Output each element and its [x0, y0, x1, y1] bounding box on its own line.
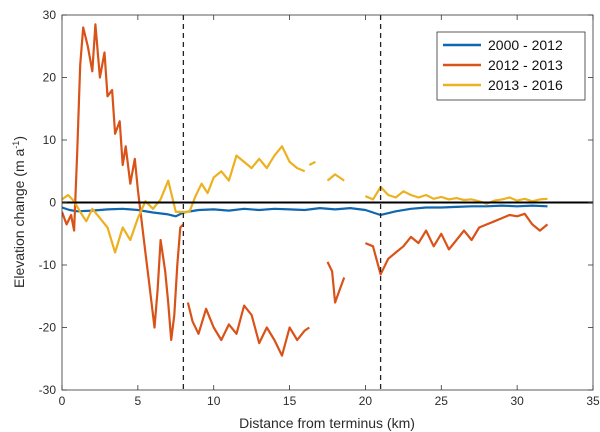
legend-label-3: 2013 - 2016 — [488, 77, 563, 93]
series-line-1-segment-1 — [62, 204, 548, 218]
reference-lines — [62, 15, 593, 390]
y-tick-label: -30 — [39, 383, 57, 397]
y-axis-title-sup: -1 — [11, 141, 21, 149]
series-line-3-segment-1 — [62, 145, 306, 254]
x-tick-label: 35 — [586, 394, 600, 408]
x-tick-label: 10 — [207, 394, 221, 408]
series-line-3-segment-3 — [326, 173, 345, 182]
series-line-2-segment-4 — [364, 212, 549, 276]
series-line-2-segment-3 — [326, 261, 346, 304]
y-tick-label: -20 — [39, 321, 57, 335]
x-tick-label: 30 — [510, 394, 524, 408]
series-layer — [62, 23, 549, 357]
series-line-2-segment-2 — [186, 302, 310, 357]
tick-labels: 0 5 10 15 20 25 30 35 -30 -20 -10 0 10 20 30 — [39, 8, 600, 408]
y-axis-title-close: ) — [11, 136, 27, 141]
x-tick-label: 20 — [359, 394, 373, 408]
legend: 2000 - 2012 2012 - 2013 2013 - 2016 — [436, 31, 586, 101]
axes — [61, 14, 594, 391]
series-line-2-segment-1 — [62, 23, 185, 342]
y-tick-label: 0 — [49, 196, 56, 210]
x-tick-label: 5 — [135, 394, 142, 408]
y-tick-label: 30 — [43, 8, 57, 22]
series-2012-2013 — [62, 23, 549, 357]
legend-label-2: 2012 - 2013 — [488, 57, 563, 73]
x-axis-title: Distance from terminus (km) — [239, 415, 415, 431]
y-tick-label: 20 — [43, 71, 57, 85]
series-line-3-segment-4 — [364, 185, 548, 205]
series-line-3-segment-2 — [308, 160, 316, 166]
y-axis-title: Elevation change (m a-1) — [11, 136, 27, 288]
y-tick-label: -10 — [39, 258, 57, 272]
y-tick-label: 10 — [43, 133, 57, 147]
x-tick-label: 0 — [59, 394, 66, 408]
series-2013-2016 — [62, 145, 548, 254]
series-2000-2012 — [62, 204, 548, 218]
x-tick-label: 15 — [283, 394, 297, 408]
y-axis-title-main: Elevation change (m a — [11, 148, 27, 288]
legend-label-1: 2000 - 2012 — [488, 37, 563, 53]
x-tick-label: 25 — [435, 394, 449, 408]
